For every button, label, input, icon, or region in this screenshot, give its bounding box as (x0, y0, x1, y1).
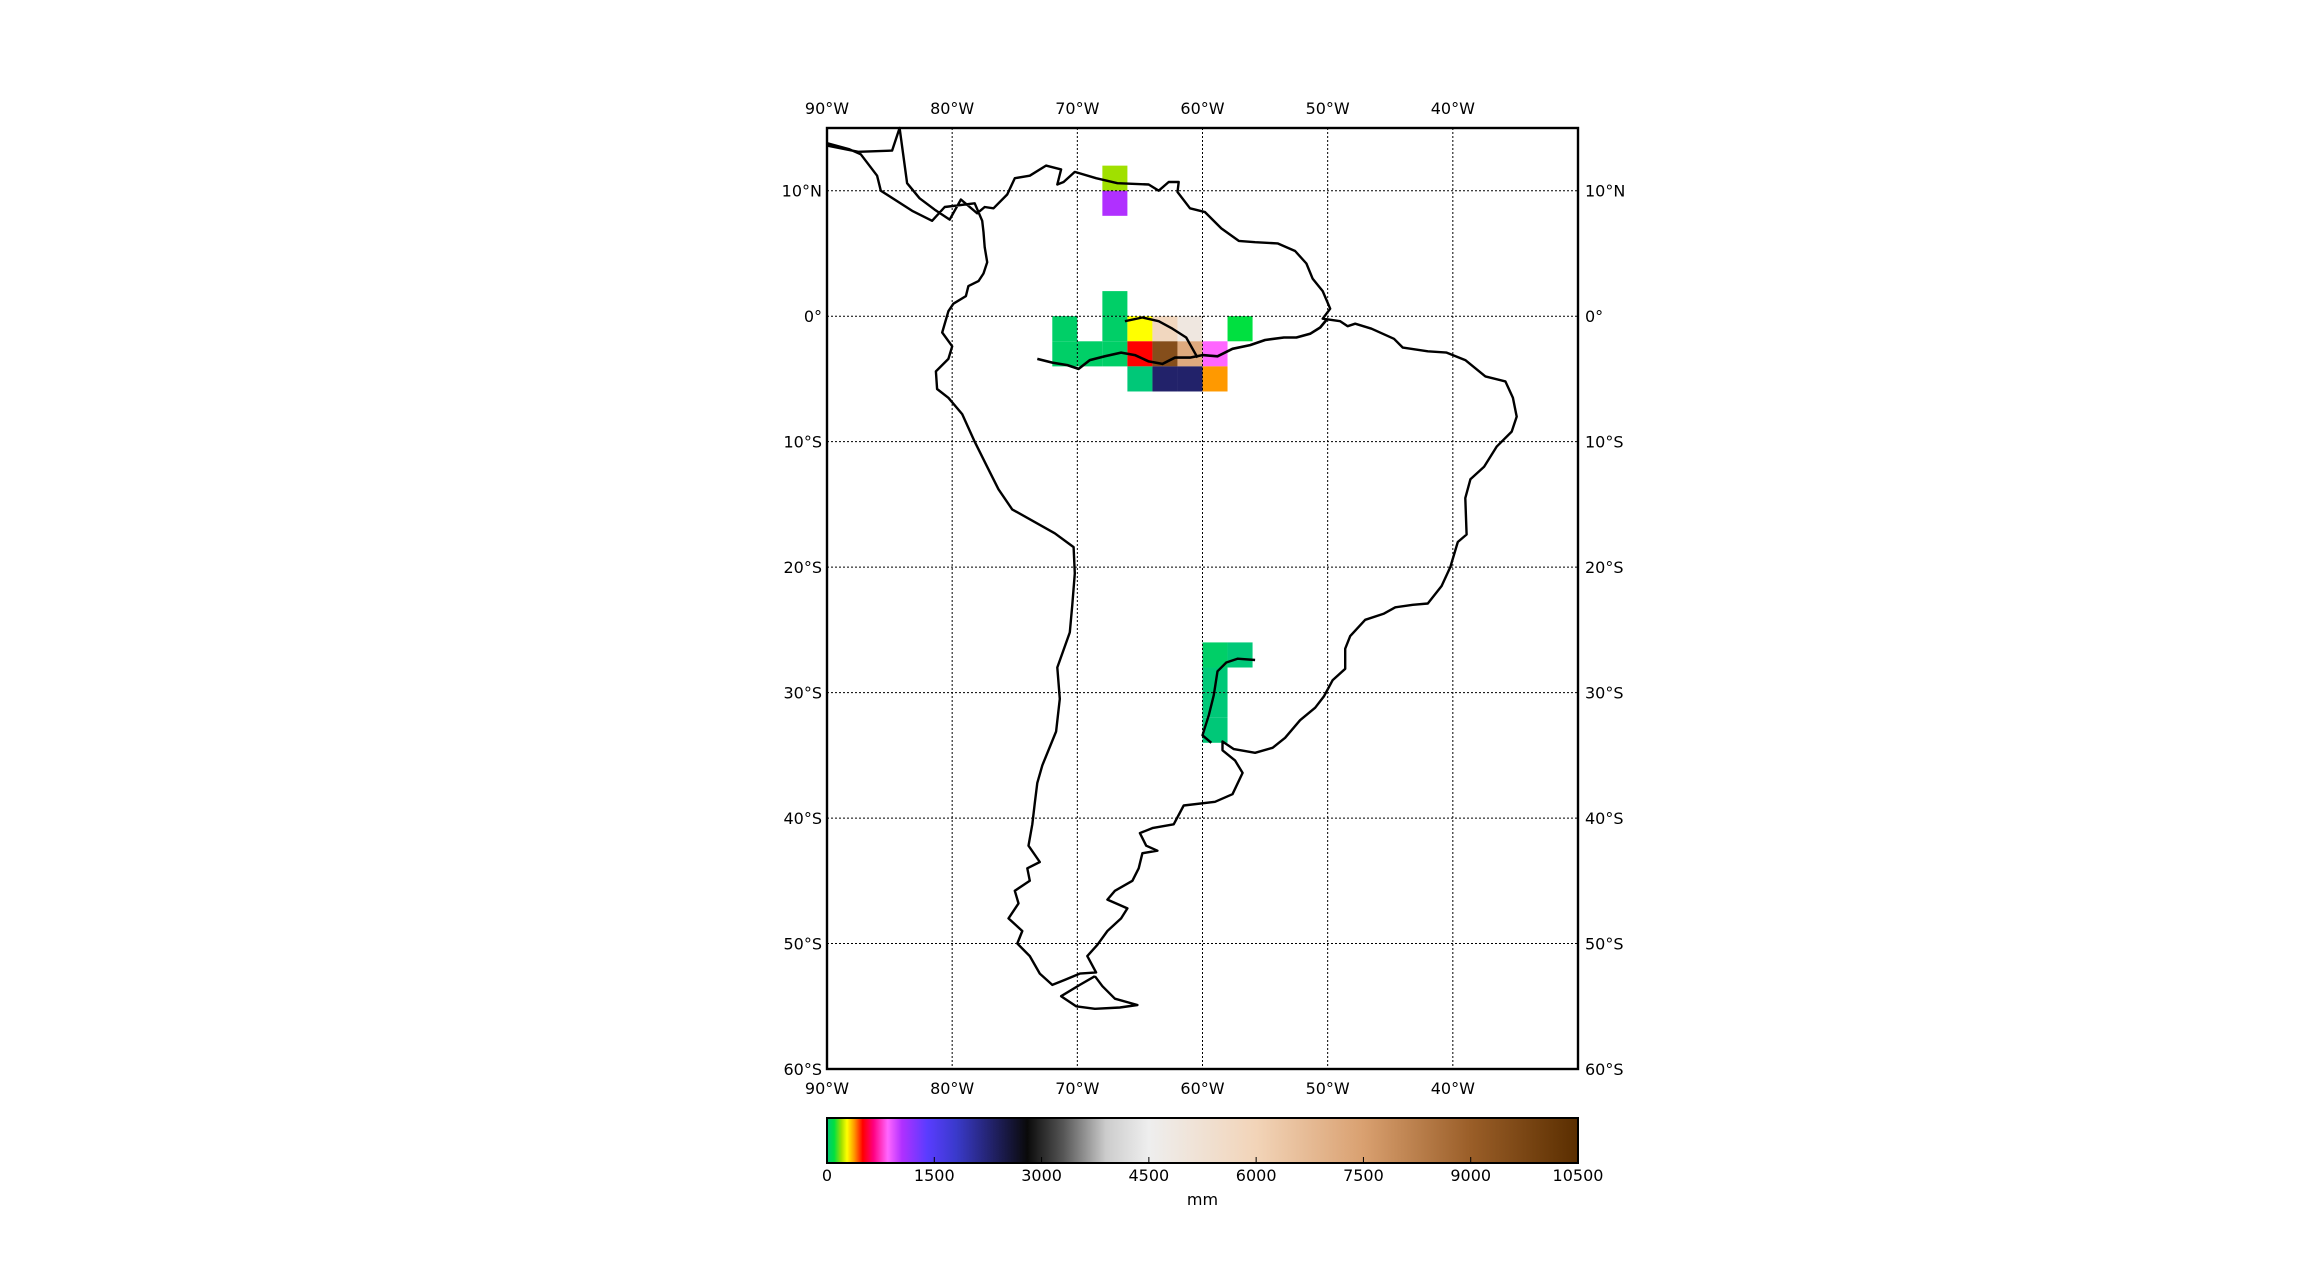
right-lat-label: 50°S (1585, 935, 1624, 954)
top-lon-label: 60°W (1180, 99, 1224, 118)
colorbar-tick-label: 3000 (1021, 1166, 1062, 1185)
colorbar: 0 1500 3000 4500 6000 7500 9000 10500 mm (822, 1117, 1604, 1209)
precip-cell (1202, 692, 1228, 718)
precip-cell (1202, 642, 1228, 668)
map-frame (825, 126, 1580, 1071)
left-lat-label: 20°S (783, 558, 822, 577)
colorbar-gradient (826, 1117, 1579, 1164)
right-lat-label: 60°S (1585, 1060, 1624, 1079)
colorbar-tick-label: 9000 (1450, 1166, 1491, 1185)
precipitation-cells (1052, 165, 1253, 743)
colorbar-tick-label: 10500 (1553, 1166, 1604, 1185)
orinoco-river (1124, 316, 1199, 359)
top-lon-label: 70°W (1055, 99, 1099, 118)
bottom-lon-label: 80°W (930, 1079, 974, 1098)
colorbar-tick-label: 1500 (914, 1166, 955, 1185)
precip-cell (1202, 366, 1228, 392)
right-lat-label: 10°N (1585, 182, 1625, 201)
map-panel: 90°W 80°W 70°W 60°W 50°W 40°W 90°W 80°W 70°W 60°W… (782, 99, 1626, 1098)
top-lon-label: 50°W (1306, 99, 1350, 118)
precip-cell (1102, 190, 1128, 216)
precip-cell (1127, 366, 1153, 392)
right-lat-label: 30°S (1585, 684, 1624, 703)
precip-cell (1052, 316, 1078, 342)
precip-cell (1077, 341, 1103, 367)
precip-cell (1227, 316, 1253, 342)
coastline-tierra-del-fuego (1059, 975, 1139, 1010)
top-lon-label: 40°W (1431, 99, 1475, 118)
right-lat-label: 40°S (1585, 809, 1624, 828)
left-lat-label: 50°S (783, 935, 822, 954)
right-lat-label: 0° (1585, 307, 1603, 326)
bottom-lon-label: 40°W (1431, 1079, 1475, 1098)
bottom-lon-label: 90°W (805, 1079, 849, 1098)
coastline-south-america (826, 126, 1518, 987)
bottom-lon-label: 60°W (1180, 1079, 1224, 1098)
right-lat-label: 10°S (1585, 433, 1624, 452)
top-lon-label: 90°W (805, 99, 849, 118)
colorbar-ticks: 0 1500 3000 4500 6000 7500 9000 10500 (822, 1157, 1604, 1185)
left-lat-label: 10°N (782, 182, 822, 201)
colorbar-tick-label: 7500 (1343, 1166, 1384, 1185)
bottom-lon-label: 70°W (1055, 1079, 1099, 1098)
left-lat-label: 40°S (783, 809, 822, 828)
precip-cell (1152, 366, 1178, 392)
graticule (826, 128, 1578, 1070)
parana-river (1201, 657, 1256, 744)
precip-cell (1102, 316, 1128, 342)
colorbar-label: mm (1187, 1190, 1218, 1209)
right-lat-label: 20°S (1585, 558, 1624, 577)
left-lat-label: 60°S (783, 1060, 822, 1079)
precip-cell (1227, 642, 1253, 668)
colorbar-tick-label: 6000 (1236, 1166, 1277, 1185)
top-lon-label: 80°W (930, 99, 974, 118)
amazon-river (1036, 319, 1328, 371)
precip-cell (1102, 291, 1128, 317)
precip-cell (1177, 366, 1203, 392)
colorbar-tick-label: 0 (822, 1166, 832, 1185)
left-lat-label: 10°S (783, 433, 822, 452)
precip-cell (1177, 316, 1203, 342)
bottom-lon-label: 50°W (1306, 1079, 1350, 1098)
left-lat-label: 30°S (783, 684, 822, 703)
colorbar-tick-label: 4500 (1128, 1166, 1169, 1185)
precip-cell (1102, 165, 1128, 191)
axis-labels: 90°W 80°W 70°W 60°W 50°W 40°W 90°W 80°W 70°W 60°W… (782, 99, 1626, 1098)
left-lat-label: 0° (804, 307, 822, 326)
